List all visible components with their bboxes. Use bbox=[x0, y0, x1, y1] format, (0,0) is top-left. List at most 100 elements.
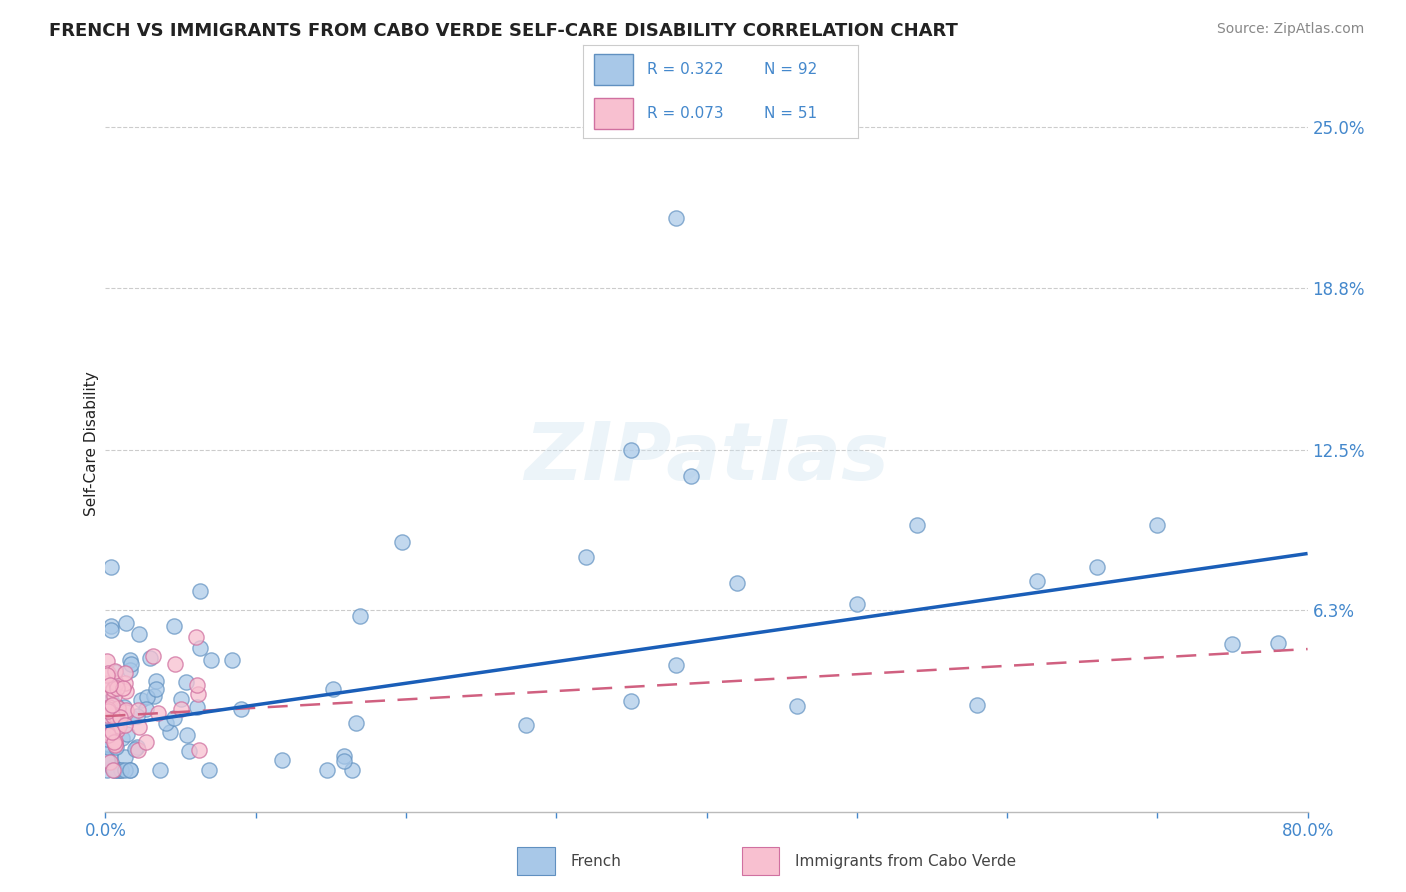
Point bbox=[114, 718, 136, 732]
Bar bbox=[595, 54, 633, 85]
Point bbox=[96, 719, 118, 733]
Point bbox=[96, 764, 118, 778]
Point bbox=[104, 665, 127, 679]
Point bbox=[349, 609, 371, 624]
Point bbox=[98, 731, 121, 745]
Point bbox=[96, 725, 118, 739]
Point bbox=[104, 733, 127, 747]
Point bbox=[142, 690, 165, 704]
Point bbox=[104, 707, 127, 722]
Point bbox=[114, 764, 136, 778]
Point bbox=[179, 744, 201, 758]
Point bbox=[1085, 560, 1108, 574]
Point bbox=[120, 653, 142, 667]
Text: N = 92: N = 92 bbox=[765, 62, 818, 77]
Point bbox=[104, 664, 127, 678]
Point bbox=[186, 630, 208, 644]
Point bbox=[200, 653, 222, 667]
Point bbox=[97, 740, 120, 755]
Point bbox=[391, 535, 413, 549]
Point bbox=[98, 699, 121, 714]
Point bbox=[115, 727, 138, 741]
Point bbox=[105, 723, 128, 737]
Text: French: French bbox=[571, 854, 621, 869]
Point bbox=[96, 752, 118, 766]
Point bbox=[100, 559, 122, 574]
Point bbox=[145, 674, 167, 689]
Point bbox=[188, 743, 211, 757]
Point bbox=[114, 615, 136, 630]
Point bbox=[115, 705, 138, 719]
Point bbox=[162, 619, 184, 633]
Text: R = 0.322: R = 0.322 bbox=[647, 62, 723, 77]
Point bbox=[104, 720, 127, 734]
Point bbox=[115, 684, 138, 698]
Point bbox=[966, 698, 988, 712]
Point bbox=[120, 657, 142, 671]
Point bbox=[111, 731, 134, 746]
Point bbox=[100, 698, 122, 712]
Point bbox=[100, 692, 122, 706]
Point bbox=[98, 699, 121, 714]
Point bbox=[103, 689, 125, 703]
Point bbox=[110, 764, 132, 778]
Point bbox=[107, 764, 129, 778]
Point bbox=[101, 760, 124, 774]
Point bbox=[127, 743, 149, 757]
Point bbox=[221, 653, 243, 667]
Point bbox=[163, 711, 186, 725]
Point bbox=[118, 764, 141, 778]
Point bbox=[120, 710, 142, 724]
Point bbox=[344, 715, 367, 730]
Point bbox=[101, 681, 124, 696]
Point bbox=[105, 675, 128, 690]
Point bbox=[145, 681, 167, 696]
Point bbox=[96, 702, 118, 716]
Point bbox=[1267, 636, 1289, 650]
Point bbox=[100, 725, 122, 739]
Point bbox=[96, 655, 118, 669]
Point bbox=[105, 681, 128, 695]
Point bbox=[96, 707, 118, 722]
Bar bbox=[517, 847, 555, 875]
Point bbox=[129, 693, 152, 707]
Text: ZIPatlas: ZIPatlas bbox=[524, 419, 889, 498]
Point bbox=[174, 674, 197, 689]
Point bbox=[97, 715, 120, 730]
Point bbox=[1026, 574, 1049, 588]
Point bbox=[128, 627, 150, 641]
Point bbox=[96, 754, 118, 768]
Point bbox=[170, 702, 193, 716]
Point bbox=[96, 687, 118, 701]
Point bbox=[905, 518, 928, 533]
Point bbox=[98, 678, 121, 692]
Point bbox=[845, 597, 868, 611]
Point bbox=[1146, 517, 1168, 532]
Point bbox=[681, 469, 703, 483]
Point bbox=[98, 749, 121, 764]
Point bbox=[125, 708, 148, 723]
Text: Source: ZipAtlas.com: Source: ZipAtlas.com bbox=[1216, 22, 1364, 37]
Point bbox=[103, 764, 125, 778]
Text: FRENCH VS IMMIGRANTS FROM CABO VERDE SELF-CARE DISABILITY CORRELATION CHART: FRENCH VS IMMIGRANTS FROM CABO VERDE SEL… bbox=[49, 22, 957, 40]
Point bbox=[136, 690, 159, 705]
Point bbox=[170, 692, 193, 706]
Point bbox=[104, 740, 127, 755]
Point bbox=[100, 695, 122, 709]
Bar bbox=[742, 847, 779, 875]
Point bbox=[103, 735, 125, 749]
Point bbox=[104, 739, 127, 753]
Point bbox=[96, 723, 118, 738]
Point bbox=[108, 719, 131, 733]
Point bbox=[1222, 637, 1244, 651]
Point bbox=[112, 700, 135, 714]
Point bbox=[139, 650, 162, 665]
Point bbox=[96, 668, 118, 682]
Point bbox=[271, 753, 294, 767]
Point bbox=[107, 700, 129, 714]
Bar bbox=[595, 98, 633, 129]
Point bbox=[142, 649, 165, 664]
Point bbox=[176, 728, 198, 742]
Point bbox=[333, 749, 356, 764]
Point bbox=[342, 764, 364, 778]
